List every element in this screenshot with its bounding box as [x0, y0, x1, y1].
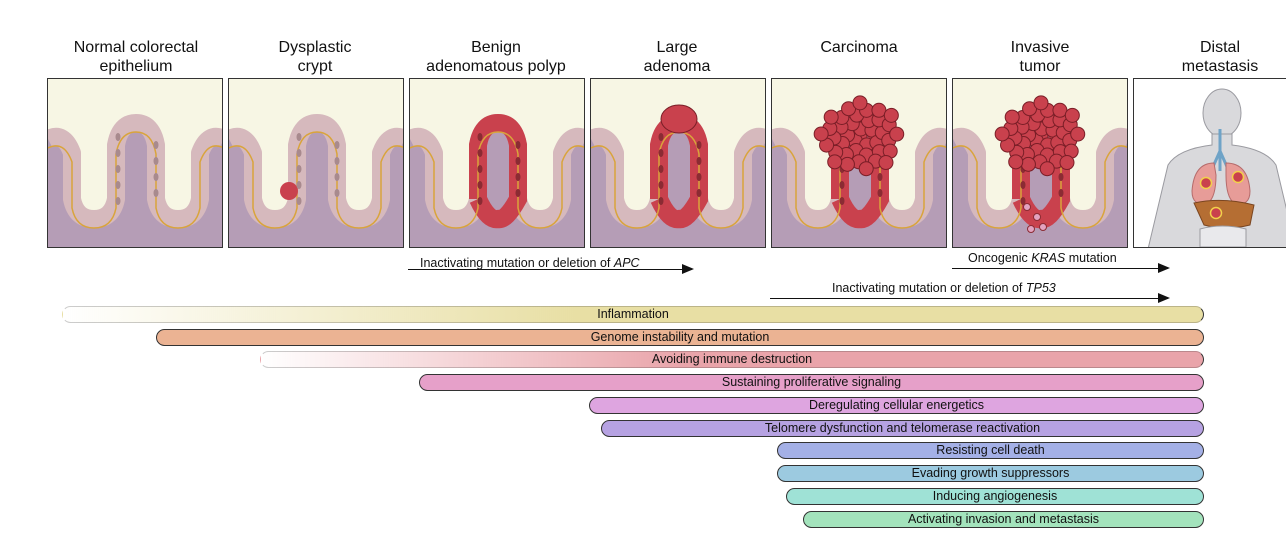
- apc-gene: APC: [613, 256, 640, 270]
- kras-gene: KRAS: [1031, 251, 1066, 265]
- hallmark-bar-cellular-energetics: Deregulating cellular energetics: [589, 397, 1204, 414]
- tp53-mutation-label: Inactivating mutation or deletion of TP5…: [832, 281, 1056, 295]
- human-body-metastasis-icon: [1133, 78, 1286, 248]
- apc-mutation-label: Inactivating mutation or deletion of APC: [420, 256, 640, 270]
- apc-mutation-prefix: Inactivating mutation or deletion of: [420, 256, 614, 270]
- tp53-mutation-prefix: Inactivating mutation or deletion of: [832, 281, 1026, 295]
- stage-title-benign-polyp: Benign adenomatous polyp: [426, 39, 566, 75]
- kras-mutation-label: Oncogenic KRAS mutation: [968, 251, 1117, 265]
- hallmark-bar-angiogenesis: Inducing angiogenesis: [786, 488, 1204, 505]
- stage-title-invasive: Invasive tumor: [1010, 39, 1070, 75]
- normal-crypt-icon: [47, 78, 223, 248]
- apc-mutation-arrow: [408, 264, 694, 274]
- kras-mutation-arrow: [952, 263, 1170, 273]
- invasive-tumor-icon: [952, 78, 1128, 248]
- stage-title-carcinoma: Carcinoma: [820, 39, 898, 56]
- hallmark-bar-genome-instability: Genome instability and mutation: [156, 329, 1204, 346]
- stage-title-dysplastic: Dysplastic crypt: [278, 39, 352, 75]
- hallmark-bar-growth-suppressors: Evading growth suppressors: [777, 465, 1204, 482]
- hallmark-bar-invasion-metastasis: Activating invasion and metastasis: [803, 511, 1204, 528]
- tp53-mutation-arrow: [770, 293, 1170, 303]
- hallmark-bar-inflammation: Inflammation: [62, 306, 1204, 323]
- benign-polyp-icon: [409, 78, 585, 248]
- kras-mutation-suffix: mutation: [1065, 251, 1117, 265]
- hallmark-bar-proliferative-signaling: Sustaining proliferative signaling: [419, 374, 1204, 391]
- hallmark-bar-immune-evasion: Avoiding immune destruction: [260, 351, 1204, 368]
- large-adenoma-icon: [590, 78, 766, 248]
- hallmark-bar-telomere: Telomere dysfunction and telomerase reac…: [601, 420, 1204, 437]
- tp53-gene: TP53: [1025, 281, 1056, 295]
- kras-mutation-prefix: Oncogenic: [968, 251, 1032, 265]
- hallmark-bar-resisting-cell-death: Resisting cell death: [777, 442, 1204, 459]
- stage-title-large-adenoma: Large adenoma: [643, 39, 711, 75]
- dysplastic-crypt-icon: [228, 78, 404, 248]
- stage-title-metastasis: Distal metastasis: [1181, 39, 1259, 75]
- stage-title-normal: Normal colorectal epithelium: [73, 39, 199, 75]
- carcinoma-icon: [771, 78, 947, 248]
